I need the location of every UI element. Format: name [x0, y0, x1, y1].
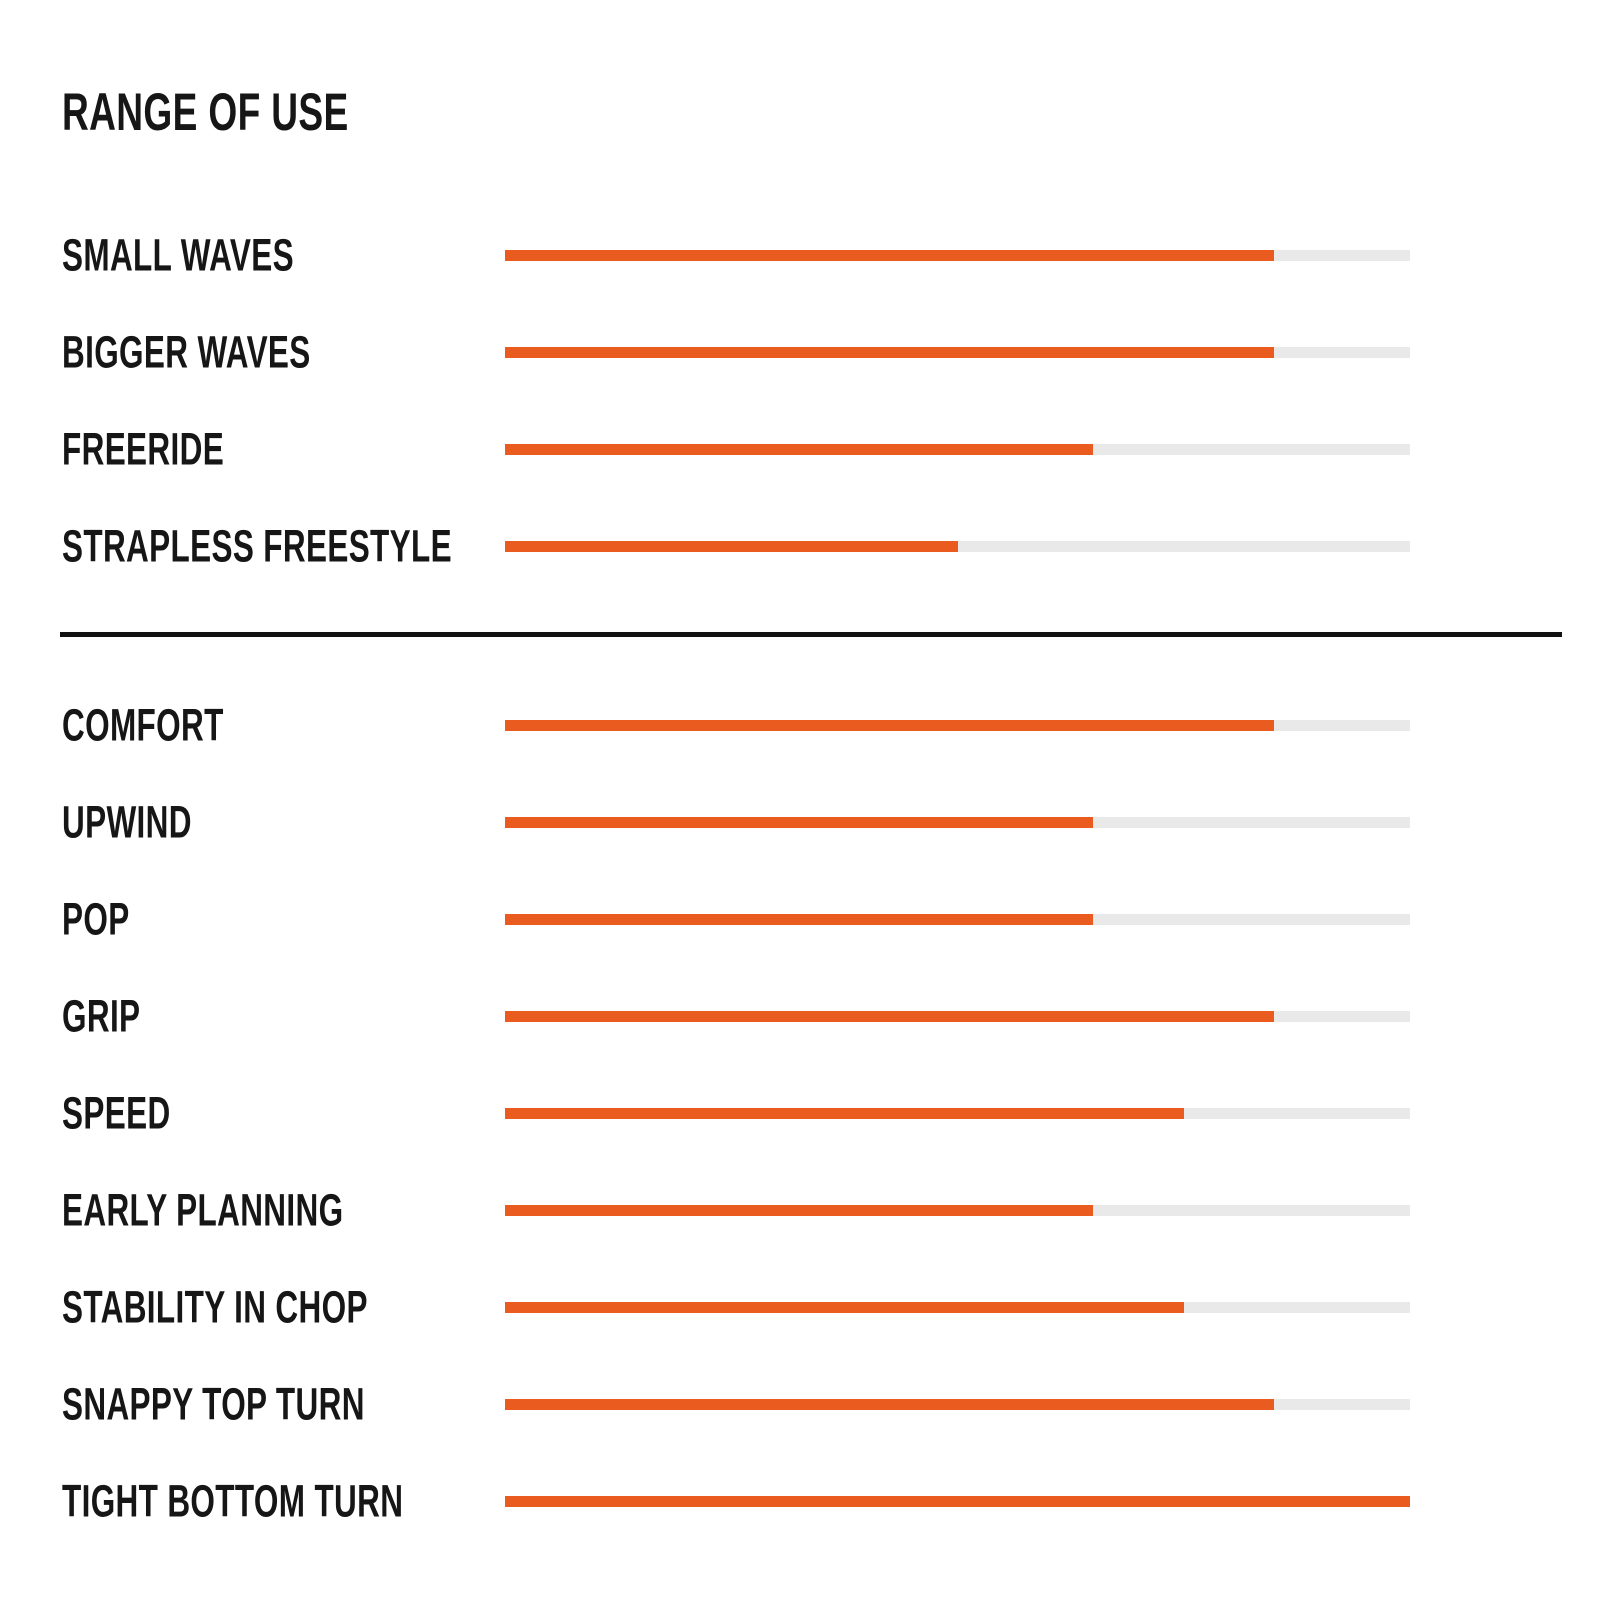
bar-label: GRIP — [62, 990, 141, 1042]
bar-fill — [505, 913, 1094, 925]
bar-label: FREERIDE — [62, 423, 225, 475]
bar-label: SPEED — [62, 1087, 171, 1139]
bar-fill — [505, 1301, 1184, 1313]
bar-track — [505, 1301, 1410, 1313]
bar-fill — [505, 443, 1094, 455]
bar-track — [505, 249, 1410, 261]
bar-track — [505, 346, 1410, 358]
bar-fill — [505, 816, 1094, 828]
bar-row-small-waves: SMALL WAVES — [0, 225, 1600, 285]
bar-fill — [505, 719, 1275, 731]
bar-track — [505, 1107, 1410, 1119]
bar-row-strapless-freestyle: STRAPLESS FREESTYLE — [0, 516, 1600, 576]
section-divider — [60, 632, 1562, 637]
bar-fill — [505, 1107, 1184, 1119]
bar-fill — [505, 346, 1275, 358]
bar-row-bigger-waves: BIGGER WAVES — [0, 322, 1600, 382]
bar-row-grip: GRIP — [0, 986, 1600, 1046]
bar-label: SNAPPY TOP TURN — [62, 1378, 365, 1430]
bar-label: POP — [62, 893, 130, 945]
bar-fill — [505, 1010, 1275, 1022]
bar-row-comfort: COMFORT — [0, 695, 1600, 755]
bar-track — [505, 1204, 1410, 1216]
bar-row-early-planning: EARLY PLANNING — [0, 1180, 1600, 1240]
bar-row-snappy-top-turn: SNAPPY TOP TURN — [0, 1374, 1600, 1434]
bar-track — [505, 540, 1410, 552]
bar-track — [505, 816, 1410, 828]
bar-track — [505, 1495, 1410, 1507]
bar-track — [505, 1398, 1410, 1410]
bar-label: EARLY PLANNING — [62, 1184, 344, 1236]
bar-label: STRAPLESS FREESTYLE — [62, 520, 452, 572]
page-title-text: RANGE OF USE — [62, 83, 349, 142]
bar-row-freeride: FREERIDE — [0, 419, 1600, 479]
bar-row-pop: POP — [0, 889, 1600, 949]
bar-fill — [505, 1398, 1275, 1410]
bar-row-speed: SPEED — [0, 1083, 1600, 1143]
bar-label: COMFORT — [62, 699, 224, 751]
bar-row-tight-bottom-turn: TIGHT BOTTOM TURN — [0, 1471, 1600, 1531]
bar-fill — [505, 1495, 1410, 1507]
bar-track — [505, 443, 1410, 455]
bar-label: TIGHT BOTTOM TURN — [62, 1475, 404, 1527]
bar-fill — [505, 1204, 1094, 1216]
bar-track — [505, 913, 1410, 925]
bar-fill — [505, 249, 1275, 261]
bar-label: UPWIND — [62, 796, 192, 848]
bar-fill — [505, 540, 958, 552]
bar-track — [505, 719, 1410, 731]
bar-label: BIGGER WAVES — [62, 326, 311, 378]
bar-track — [505, 1010, 1410, 1022]
bar-row-stability-in-chop: STABILITY IN CHOP — [0, 1277, 1600, 1337]
page-title: RANGE OF USE — [62, 86, 471, 139]
bar-row-upwind: UPWIND — [0, 792, 1600, 852]
bar-label: SMALL WAVES — [62, 229, 294, 281]
bar-label: STABILITY IN CHOP — [62, 1281, 368, 1333]
